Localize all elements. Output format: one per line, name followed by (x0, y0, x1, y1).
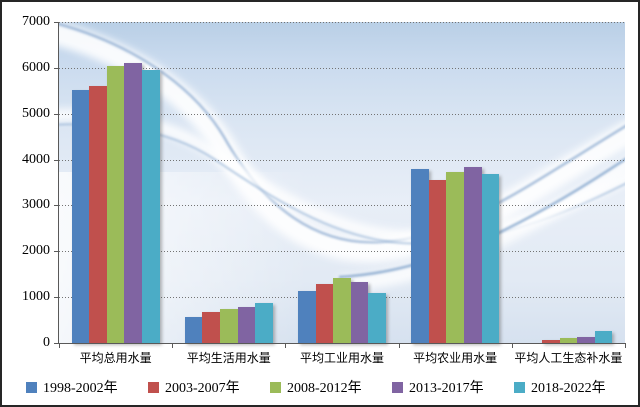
gridline-3000 (59, 205, 625, 207)
bar (446, 171, 464, 343)
legend-item: 2018-2022年 (514, 377, 636, 397)
legend-swatch-icon (514, 381, 525, 393)
y-axis-label: 1000 (22, 289, 50, 305)
x-axis-line (58, 343, 626, 344)
y-axis-label: 0 (43, 335, 50, 350)
legend-item: 2013-2017年 (392, 377, 514, 397)
bar (411, 169, 429, 343)
y-axis-tick (54, 67, 59, 69)
legend-label: 2018-2022年 (531, 381, 606, 396)
bar (350, 282, 369, 343)
y-axis-label: 5000 (22, 105, 50, 121)
x-axis-tick (285, 343, 287, 348)
bar (542, 339, 560, 343)
y-axis-label: 2000 (22, 243, 50, 259)
legend-swatch-icon (392, 381, 403, 393)
legend-swatch-icon (148, 381, 159, 393)
bar (255, 303, 273, 343)
bar (559, 338, 578, 343)
x-axis-tick (625, 343, 626, 348)
bar (71, 90, 90, 343)
bar (298, 290, 316, 343)
y-axis-line (58, 22, 59, 344)
y-axis-tick (54, 205, 59, 207)
legend-item: 2008-2012年 (270, 377, 392, 397)
bar-group-3 (285, 22, 398, 343)
y-axis-tick (54, 159, 59, 161)
bar (219, 309, 238, 343)
bar (481, 174, 500, 343)
bars-layer (59, 22, 625, 343)
y-axis-tick (54, 297, 59, 299)
gridline-5000 (59, 113, 625, 115)
category-label: 平均工业用水量 (299, 351, 384, 365)
y-axis-label: 3000 (22, 197, 50, 213)
bar (237, 306, 256, 343)
y-axis-label: 4000 (22, 151, 50, 167)
legend-swatch-icon (26, 381, 37, 393)
x-axis-tick (511, 343, 513, 348)
bar (368, 292, 386, 343)
bar (594, 331, 613, 343)
bar (124, 63, 142, 343)
category-label: 平均生活用水量 (186, 351, 271, 365)
y-axis-tick (54, 22, 59, 23)
category-label: 平均总用水量 (79, 351, 152, 365)
bar (202, 312, 220, 343)
x-axis-tick (172, 343, 174, 348)
bar (577, 336, 595, 343)
gridline-7000 (59, 22, 625, 23)
bar-group-2 (172, 22, 285, 343)
bar (315, 284, 334, 343)
y-axis-label: 7000 (22, 14, 50, 29)
bar (184, 316, 203, 343)
bar-group-1 (59, 22, 172, 343)
legend-swatch-icon (270, 381, 281, 393)
bar (106, 66, 125, 343)
legend-label: 2008-2012年 (287, 381, 362, 396)
y-axis-tick (54, 251, 59, 253)
y-axis-label: 6000 (22, 59, 50, 75)
legend-item: 1998-2002年 (26, 377, 148, 397)
legend: 1998-2002年 2003-2007年 2008-2012年 2013-2017年… (26, 377, 636, 397)
bar (463, 166, 482, 343)
legend-label: 2003-2007年 (165, 381, 240, 396)
legend-item: 2003-2007年 (148, 377, 270, 397)
y-axis-tick (54, 113, 59, 115)
gridline-4000 (59, 159, 625, 161)
plot-area (59, 22, 625, 343)
category-label: 平均人工生态补水量 (514, 351, 623, 365)
bar (141, 70, 160, 343)
legend-label: 2013-2017年 (409, 381, 484, 396)
x-axis-tick (59, 343, 60, 348)
bar (89, 85, 107, 343)
gridline-6000 (59, 67, 625, 69)
category-label: 平均农业用水量 (413, 351, 498, 365)
bar-group-5 (512, 22, 625, 343)
gridline-2000 (59, 251, 625, 253)
y-axis-tick (54, 343, 59, 344)
x-axis-tick (398, 343, 400, 348)
legend-label: 1998-2002年 (43, 381, 118, 396)
bar (333, 278, 351, 343)
bar (428, 180, 447, 343)
bar-group-4 (399, 22, 512, 343)
